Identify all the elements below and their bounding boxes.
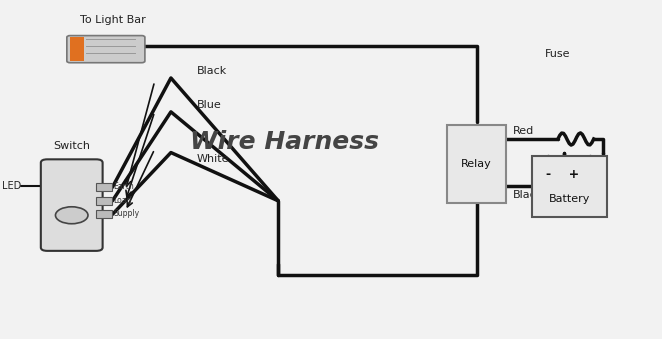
FancyBboxPatch shape — [67, 36, 145, 63]
Bar — [96, 210, 113, 218]
Text: Blue: Blue — [197, 100, 222, 110]
FancyBboxPatch shape — [532, 156, 606, 217]
Bar — [96, 183, 113, 191]
Circle shape — [56, 207, 88, 224]
Text: Supply: Supply — [114, 209, 140, 218]
FancyBboxPatch shape — [70, 37, 84, 61]
FancyBboxPatch shape — [448, 125, 506, 203]
Text: Black: Black — [512, 190, 543, 200]
Text: Black: Black — [197, 66, 227, 76]
Text: Battery: Battery — [549, 194, 590, 204]
FancyBboxPatch shape — [41, 159, 103, 251]
Text: Wire Harness: Wire Harness — [190, 131, 379, 154]
Text: Load: Load — [114, 196, 132, 205]
Text: Fuse: Fuse — [545, 49, 571, 59]
Text: -    +: - + — [546, 168, 579, 181]
Text: Earth: Earth — [114, 182, 134, 191]
Text: LED: LED — [2, 181, 21, 192]
Text: White: White — [197, 154, 230, 164]
Bar — [96, 197, 113, 205]
Text: Red: Red — [512, 126, 534, 136]
Text: To Light Bar: To Light Bar — [80, 16, 146, 25]
Text: Switch: Switch — [53, 141, 90, 151]
Text: Relay: Relay — [461, 159, 492, 170]
